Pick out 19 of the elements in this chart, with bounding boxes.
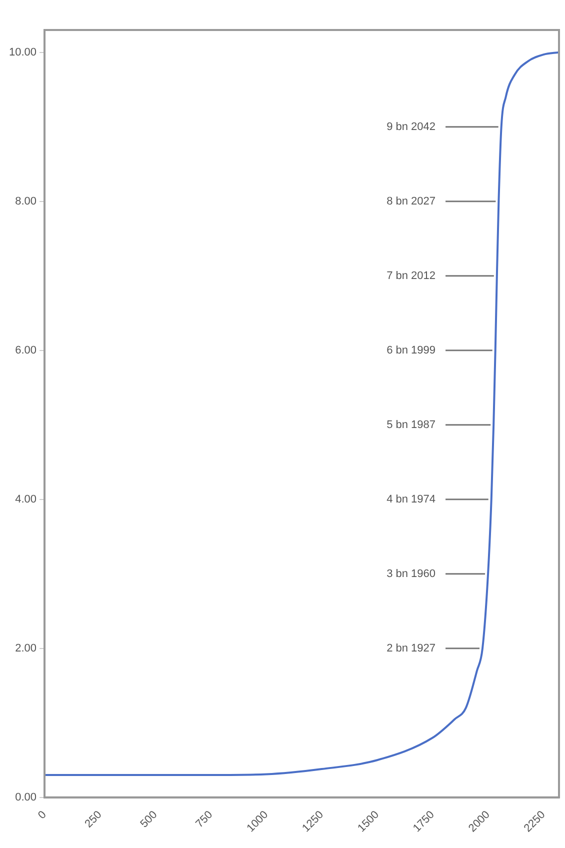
y-tick-label: 10.00 xyxy=(8,46,37,58)
y-tick-label: 0.00 xyxy=(15,791,37,804)
y-tick-label: 2.00 xyxy=(15,642,37,654)
y-tick-label: 8.00 xyxy=(15,195,37,208)
x-tick-label: 500 xyxy=(138,808,160,830)
annotation: 7 bn 2012 xyxy=(386,270,436,282)
x-tick-label: 250 xyxy=(82,808,104,830)
annotation: 2 bn 1927 xyxy=(386,642,436,654)
annotation: 6 bn 1999 xyxy=(386,344,436,356)
y-tick-label: 4.00 xyxy=(15,493,37,506)
x-tick-label: 750 xyxy=(194,808,216,830)
line-series xyxy=(44,51,559,776)
annotation: 8 bn 2027 xyxy=(386,195,436,208)
y-tick-label: 6.00 xyxy=(15,344,37,356)
annotation: 4 bn 1974 xyxy=(386,493,436,506)
x-tick-label: 0 xyxy=(36,808,49,822)
annotation: 3 bn 1960 xyxy=(386,568,436,580)
annotation: 5 bn 1987 xyxy=(386,418,436,431)
annotation: 9 bn 2042 xyxy=(386,120,436,133)
